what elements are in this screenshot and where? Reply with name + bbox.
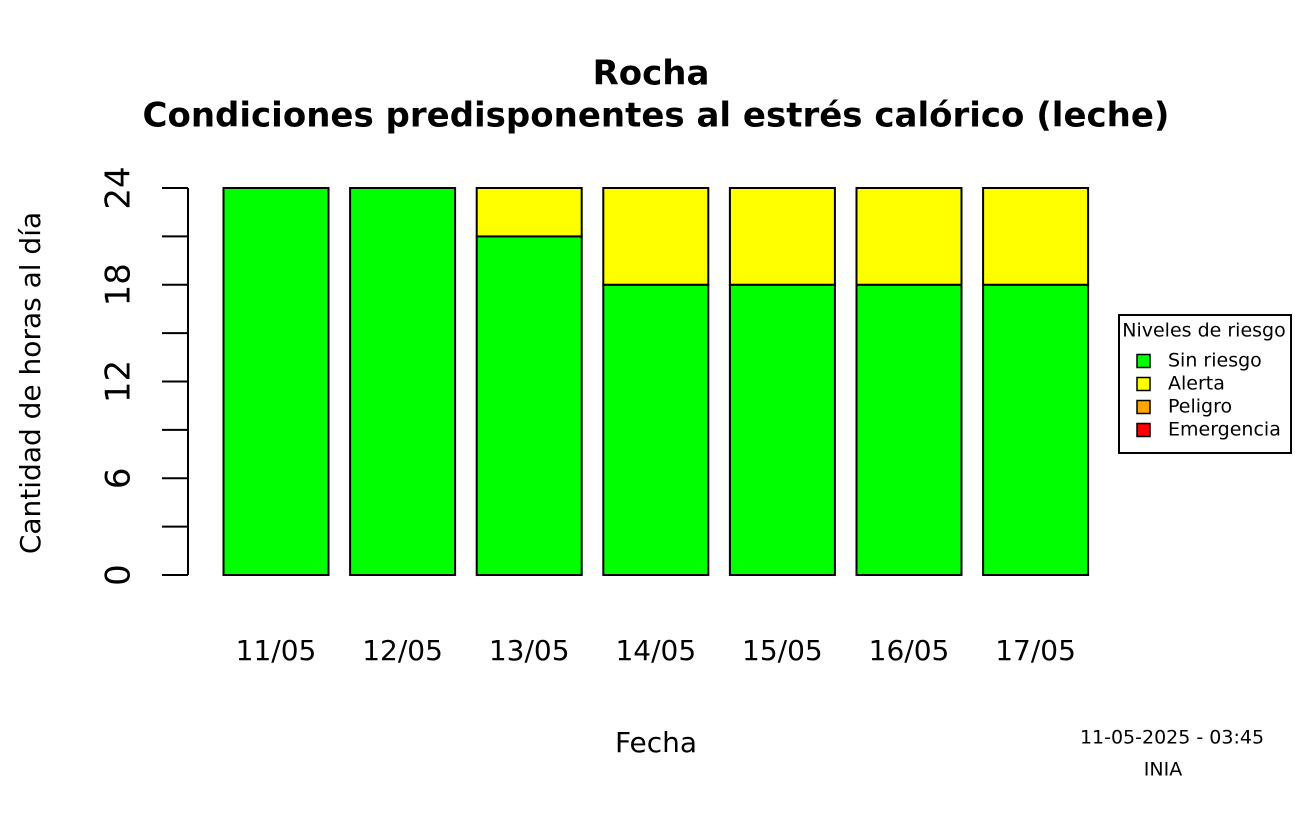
legend-swatch [1136, 422, 1151, 438]
footer-date: 11-05-2025 - 03:45 [1080, 727, 1264, 749]
legend-swatch [1136, 353, 1151, 369]
bar-segment [222, 187, 330, 576]
legend-label: Peligro [1168, 396, 1232, 418]
legend-title: Niveles de riesgo [1122, 320, 1286, 342]
x-tick-label: 16/05 [869, 634, 950, 667]
footer-source: INIA [1144, 759, 1182, 781]
chart-subtitle: Condiciones predisponentes al estrés cal… [143, 96, 1170, 136]
bar-segment [728, 187, 836, 286]
legend-label: Emergencia [1168, 419, 1281, 441]
bar-segment [982, 283, 1090, 576]
x-tick-label: 17/05 [995, 634, 1076, 667]
y-axis-label: Cantidad de horas al día [14, 212, 47, 554]
x-axis-label: Fecha [615, 726, 697, 759]
legend-label: Alerta [1168, 373, 1225, 395]
y-tick-label: 18 [99, 263, 139, 306]
bar-segment [982, 187, 1090, 286]
x-tick-label: 11/05 [236, 634, 317, 667]
y-tick-label: 6 [99, 467, 139, 489]
y-tick-label: 12 [99, 360, 139, 403]
bar-segment [349, 187, 457, 576]
bar-segment [602, 283, 710, 576]
bar-segment [602, 187, 710, 286]
bar-segment [855, 283, 963, 576]
x-tick-label: 14/05 [615, 634, 696, 667]
chart-title: Rocha [593, 54, 710, 94]
x-tick-label: 12/05 [362, 634, 443, 667]
legend-swatch [1136, 399, 1151, 415]
legend-label: Sin riesgo [1168, 350, 1262, 372]
bar-segment [475, 187, 583, 238]
y-tick-label: 0 [99, 564, 139, 586]
bar-segment [475, 235, 583, 576]
legend-swatch [1136, 376, 1151, 392]
bar-segment [855, 187, 963, 286]
bar-segment [728, 283, 836, 576]
y-tick-label: 24 [99, 166, 139, 209]
x-tick-label: 15/05 [742, 634, 823, 667]
x-tick-label: 13/05 [489, 634, 570, 667]
